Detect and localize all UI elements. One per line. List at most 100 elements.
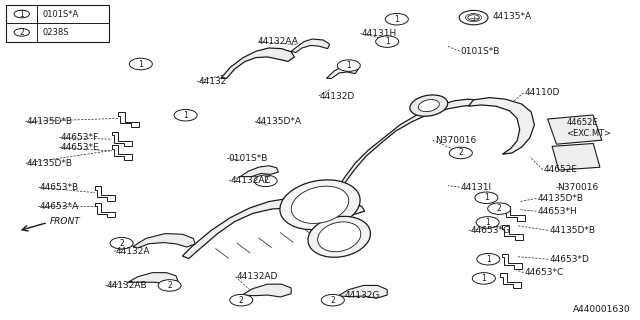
Circle shape: [477, 253, 500, 265]
Polygon shape: [112, 132, 132, 146]
Text: 44653*E: 44653*E: [61, 143, 99, 152]
Text: 1: 1: [183, 111, 188, 120]
Text: 44132G: 44132G: [344, 292, 380, 300]
Circle shape: [488, 203, 511, 214]
Text: 44132AA: 44132AA: [258, 37, 299, 46]
Text: 44132AC: 44132AC: [230, 176, 271, 185]
Text: 44652E
<EXC.MT>: 44652E <EXC.MT>: [566, 118, 612, 138]
Text: 1: 1: [484, 193, 489, 202]
Circle shape: [476, 217, 499, 228]
Ellipse shape: [308, 216, 371, 257]
Polygon shape: [221, 48, 294, 78]
Ellipse shape: [410, 95, 448, 116]
Text: A440001630: A440001630: [573, 305, 630, 314]
Ellipse shape: [116, 240, 127, 246]
Text: 44110D: 44110D: [525, 88, 560, 97]
Text: 1: 1: [19, 10, 24, 19]
Ellipse shape: [344, 63, 356, 68]
Text: 2: 2: [19, 28, 24, 37]
Circle shape: [321, 294, 344, 306]
Text: 44135D*A: 44135D*A: [256, 117, 302, 126]
Text: 44653*A: 44653*A: [40, 202, 79, 211]
Circle shape: [376, 36, 399, 47]
Polygon shape: [182, 197, 365, 259]
Text: 44132A: 44132A: [115, 247, 150, 256]
Text: N370016: N370016: [557, 183, 598, 192]
Ellipse shape: [383, 39, 394, 44]
Ellipse shape: [479, 276, 490, 281]
Ellipse shape: [236, 297, 248, 303]
Text: 44135D*B: 44135D*B: [27, 159, 73, 168]
Text: 2: 2: [239, 296, 244, 305]
Polygon shape: [242, 284, 291, 297]
Text: 44653*F: 44653*F: [61, 133, 99, 142]
Ellipse shape: [419, 100, 439, 112]
Ellipse shape: [136, 61, 148, 67]
Circle shape: [158, 280, 181, 291]
Text: 1: 1: [385, 37, 390, 46]
Ellipse shape: [483, 256, 494, 262]
Text: 0101S*A: 0101S*A: [42, 10, 79, 19]
Polygon shape: [95, 186, 115, 201]
Text: 1: 1: [394, 15, 399, 24]
Circle shape: [110, 237, 133, 249]
Text: 44135D*B: 44135D*B: [549, 226, 595, 235]
Ellipse shape: [327, 297, 339, 303]
Circle shape: [385, 13, 408, 25]
Circle shape: [174, 109, 197, 121]
Text: 44132D: 44132D: [320, 92, 355, 100]
Polygon shape: [133, 234, 195, 248]
Text: 44131I: 44131I: [461, 183, 492, 192]
Text: 44132AD: 44132AD: [237, 272, 278, 281]
Polygon shape: [548, 115, 602, 144]
Circle shape: [337, 60, 360, 71]
Polygon shape: [502, 225, 523, 240]
Polygon shape: [504, 206, 525, 220]
Text: 44653*G: 44653*G: [470, 226, 511, 235]
Ellipse shape: [482, 195, 493, 201]
Polygon shape: [502, 254, 522, 268]
Ellipse shape: [260, 178, 272, 184]
Text: 44132AB: 44132AB: [107, 281, 147, 290]
FancyBboxPatch shape: [6, 5, 109, 42]
Polygon shape: [128, 273, 178, 284]
Text: 0238S: 0238S: [42, 28, 68, 37]
Polygon shape: [240, 166, 278, 177]
Text: 2: 2: [330, 296, 335, 305]
Text: 44653*D: 44653*D: [549, 255, 589, 264]
Ellipse shape: [181, 112, 193, 118]
Circle shape: [14, 10, 29, 18]
Text: 1: 1: [138, 60, 143, 68]
Circle shape: [254, 175, 277, 187]
Text: 44135*A: 44135*A: [493, 12, 532, 20]
Text: 44132: 44132: [198, 77, 227, 86]
Text: N370016: N370016: [435, 136, 476, 145]
Circle shape: [129, 58, 152, 70]
Circle shape: [475, 192, 498, 204]
Text: 2: 2: [263, 176, 268, 185]
Polygon shape: [118, 112, 139, 127]
Text: 1: 1: [486, 255, 491, 264]
Text: 44135D*B: 44135D*B: [27, 117, 73, 126]
Text: 1: 1: [485, 218, 490, 227]
Text: 2: 2: [167, 281, 172, 290]
Text: 44653*B: 44653*B: [40, 183, 79, 192]
Polygon shape: [291, 39, 330, 52]
Polygon shape: [326, 65, 358, 78]
Text: 44135D*B: 44135D*B: [538, 194, 584, 203]
Text: 44653*H: 44653*H: [538, 207, 577, 216]
Ellipse shape: [391, 16, 403, 22]
Ellipse shape: [493, 206, 505, 212]
Ellipse shape: [455, 150, 467, 156]
Ellipse shape: [291, 186, 349, 223]
Polygon shape: [112, 145, 132, 160]
Ellipse shape: [460, 11, 488, 25]
Polygon shape: [552, 143, 600, 170]
Circle shape: [230, 294, 253, 306]
Text: 0101S*B: 0101S*B: [461, 47, 500, 56]
Circle shape: [14, 28, 29, 36]
Circle shape: [472, 273, 495, 284]
Text: 2: 2: [119, 239, 124, 248]
Ellipse shape: [317, 222, 361, 252]
Ellipse shape: [468, 15, 479, 20]
